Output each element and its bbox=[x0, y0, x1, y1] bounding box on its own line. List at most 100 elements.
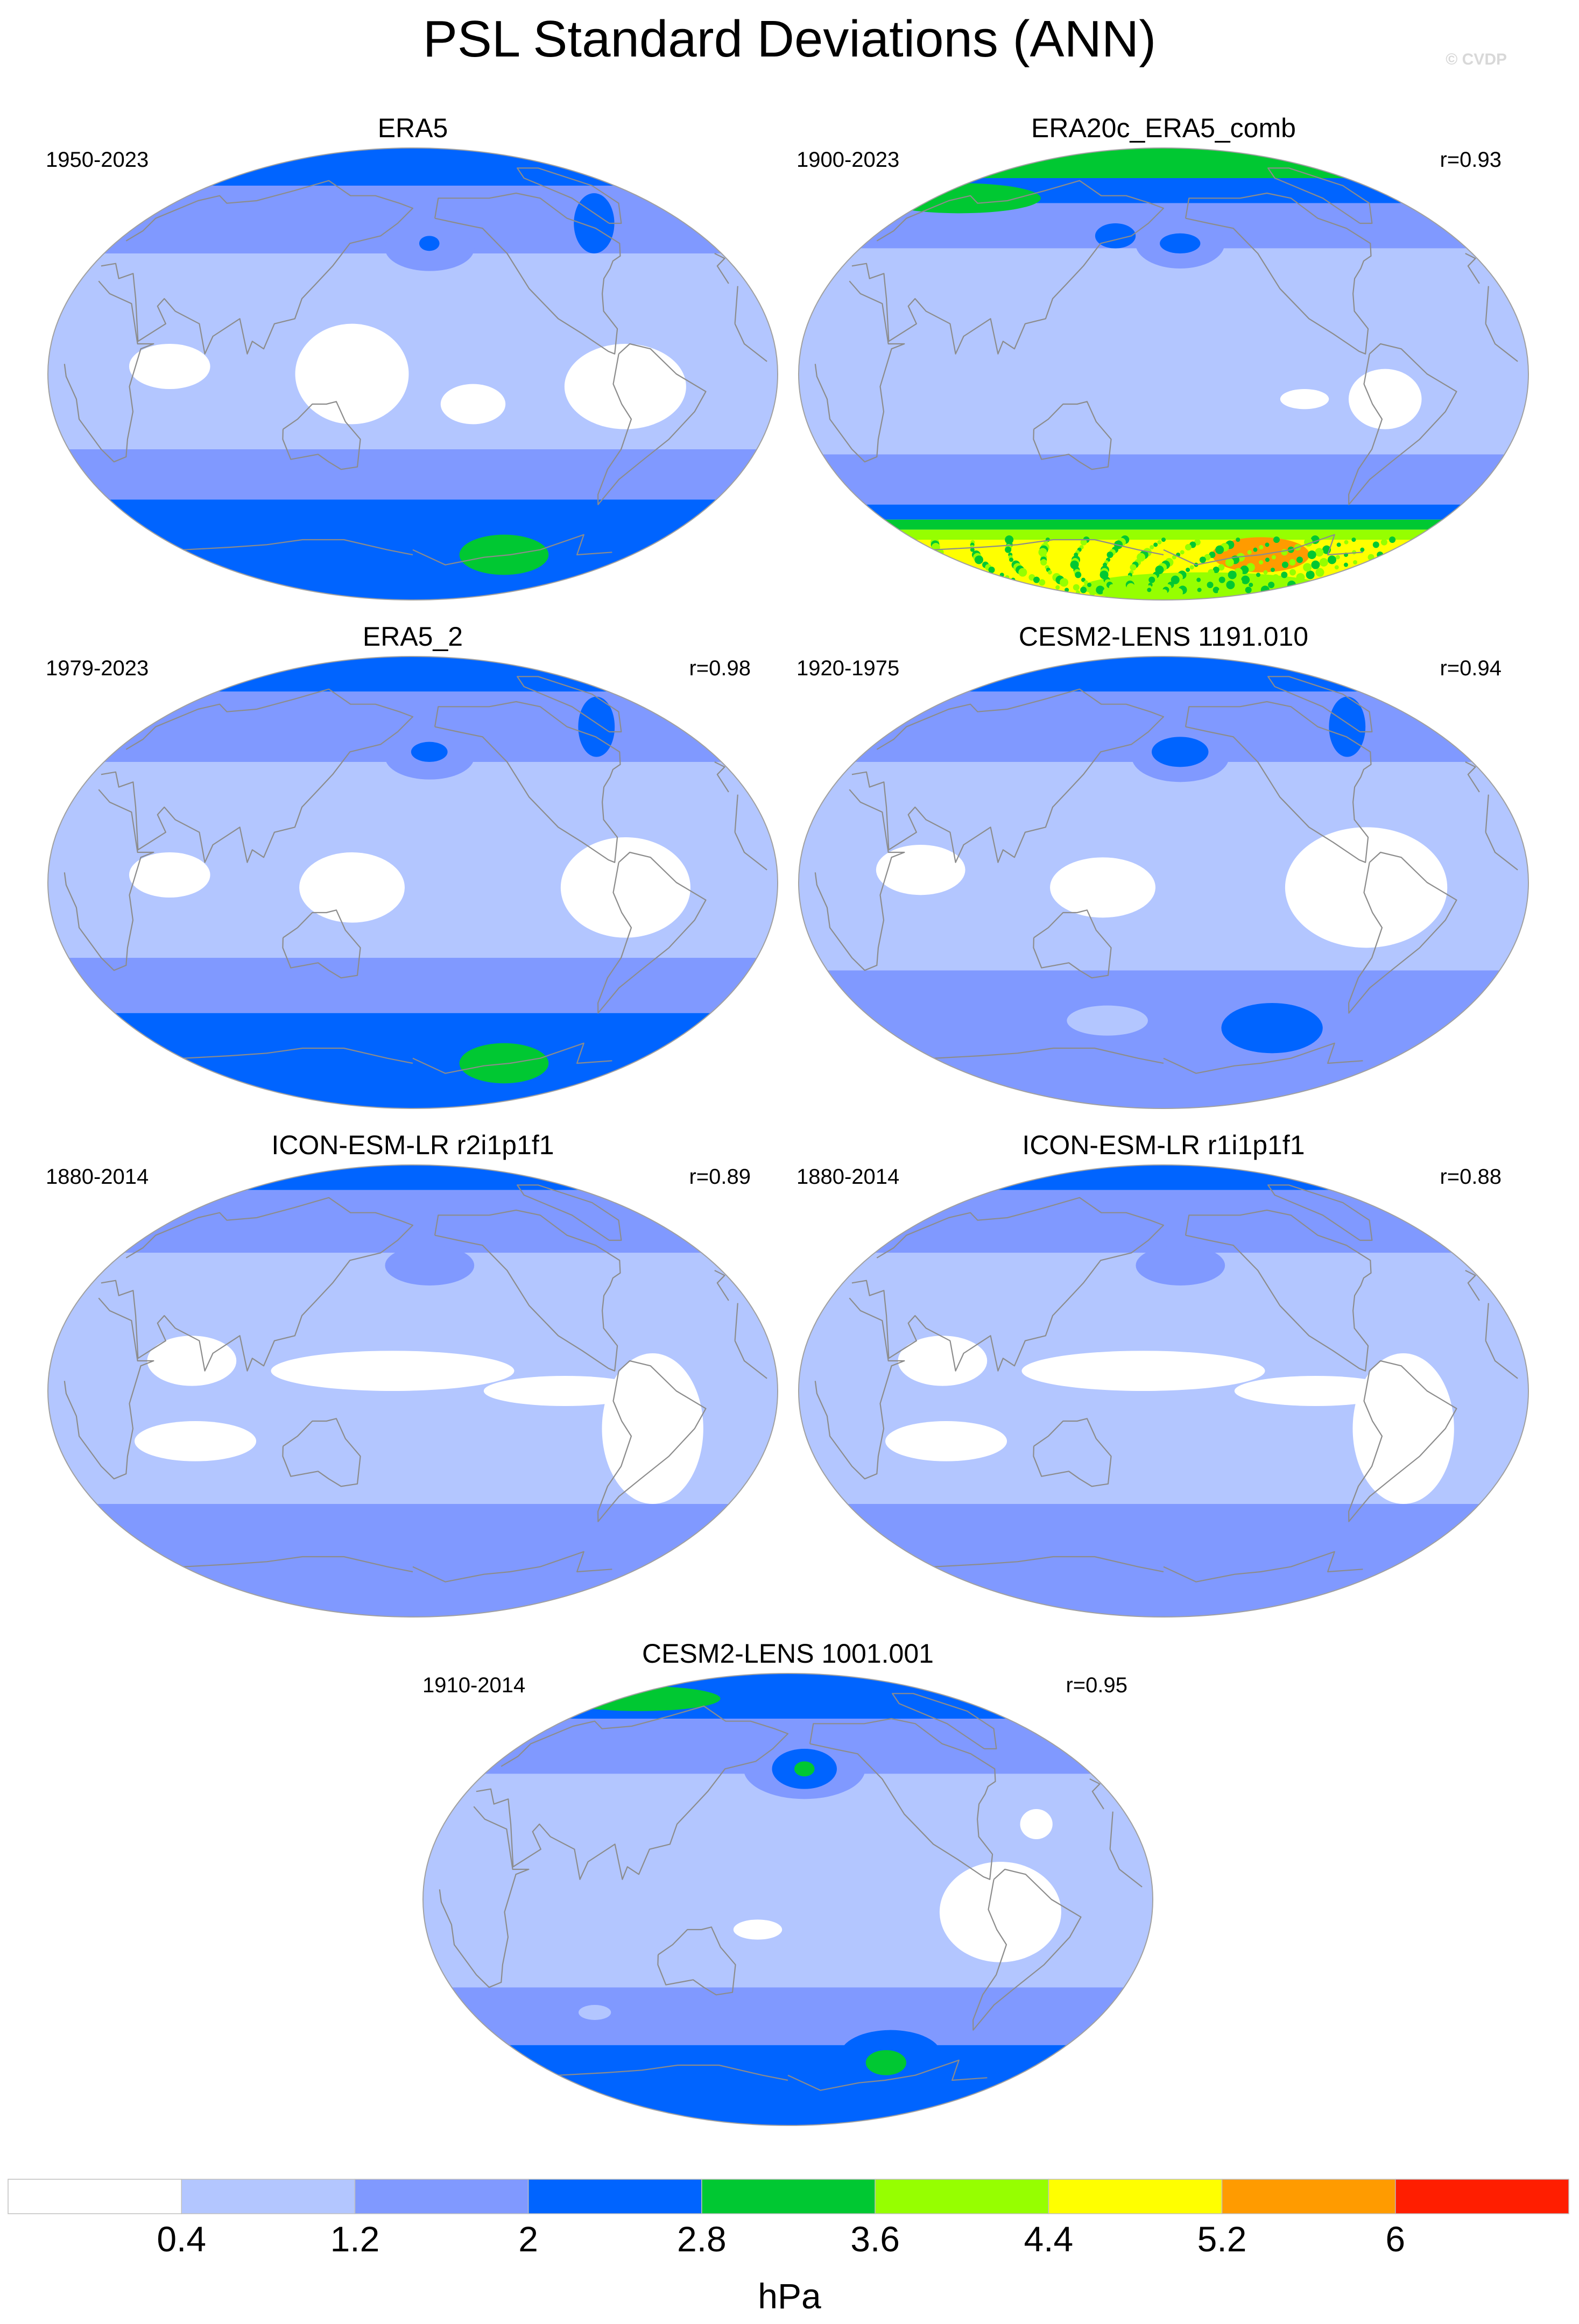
map-frame bbox=[798, 656, 1529, 1109]
noise-speck bbox=[1148, 576, 1155, 583]
noise-speck bbox=[1334, 565, 1339, 570]
coastlines bbox=[814, 1184, 1518, 1583]
noise-speck bbox=[1132, 589, 1139, 596]
coastline bbox=[1033, 909, 1112, 979]
coastline bbox=[657, 1926, 736, 1996]
noise-speck bbox=[1289, 569, 1296, 576]
noise-speck bbox=[1099, 570, 1109, 580]
contour-band bbox=[799, 1165, 1528, 1190]
colorbar-tick-label: 6 bbox=[1385, 2219, 1405, 2259]
noise-speck bbox=[1213, 587, 1220, 594]
colorbar-swatch bbox=[527, 2179, 702, 2214]
noise-speck bbox=[1190, 590, 1195, 595]
noise-speck bbox=[1126, 575, 1131, 580]
noise-speck bbox=[1315, 568, 1324, 577]
map-panel-icon_r1: ICON-ESM-LR r1i1p1f1 1880-2014 r=0.88 bbox=[796, 1130, 1529, 1617]
noise-speck bbox=[1360, 547, 1365, 552]
noise-speck bbox=[1213, 579, 1220, 586]
coastlines bbox=[439, 1693, 1143, 2091]
noise-speck bbox=[1106, 552, 1113, 558]
noise-speck bbox=[1147, 588, 1152, 592]
contour-blob bbox=[440, 384, 506, 425]
psl-std-field bbox=[48, 148, 778, 600]
noise-speck bbox=[1075, 571, 1082, 578]
contour-blob bbox=[579, 2005, 611, 2020]
noise-speck bbox=[1047, 570, 1052, 575]
noise-speck bbox=[1343, 562, 1348, 567]
contour-band bbox=[799, 1504, 1528, 1617]
coastline bbox=[892, 1693, 997, 1750]
contour-band bbox=[423, 1987, 1153, 2045]
psl-std-field bbox=[423, 1673, 1153, 2125]
contour-band bbox=[48, 499, 778, 600]
panel-years: 1880-2014 bbox=[796, 1165, 899, 1189]
noise-speck bbox=[1204, 589, 1211, 596]
noise-speck bbox=[1228, 570, 1237, 580]
contour-blob bbox=[602, 1353, 703, 1504]
coastline bbox=[439, 1806, 1143, 1988]
colorbar-swatch bbox=[1395, 2179, 1569, 2214]
contour-blob bbox=[1285, 827, 1448, 948]
noise-speck bbox=[1207, 582, 1214, 588]
noise-speck bbox=[1351, 538, 1356, 542]
coastline bbox=[597, 851, 707, 1014]
noise-speck bbox=[1247, 550, 1252, 555]
contour-band bbox=[799, 148, 1528, 178]
panel-correlation: r=0.88 bbox=[1440, 1165, 1502, 1189]
noise-speck bbox=[1270, 568, 1275, 572]
noise-speck bbox=[1005, 546, 1012, 553]
noise-speck bbox=[1233, 578, 1243, 587]
coastline bbox=[101, 688, 729, 863]
contour-blob bbox=[1348, 369, 1422, 429]
coastline bbox=[517, 167, 622, 224]
noise-speck bbox=[1281, 571, 1288, 578]
noise-speck bbox=[1161, 538, 1166, 542]
coastline bbox=[814, 1297, 1518, 1480]
panel-years: 1880-2014 bbox=[46, 1165, 149, 1189]
noise-speck bbox=[1296, 556, 1303, 563]
coastline bbox=[1185, 192, 1372, 355]
noise-speck bbox=[1307, 550, 1316, 559]
noise-speck bbox=[1260, 585, 1270, 595]
colorbar-tick-label: 2.8 bbox=[677, 2219, 727, 2259]
noise-speck bbox=[1096, 585, 1105, 595]
colorbar-swatch bbox=[875, 2179, 1049, 2214]
coastline bbox=[1185, 701, 1372, 863]
panel-title: ICON-ESM-LR r2i1p1f1 bbox=[271, 1130, 554, 1160]
noise-speck bbox=[1256, 573, 1261, 577]
noise-speck bbox=[1065, 588, 1069, 592]
noise-speck bbox=[1038, 548, 1047, 557]
map-panel-cesm2_1001: CESM2-LENS 1001.001 1910-2014 r=0.95 bbox=[422, 1638, 1153, 2126]
noise-speck bbox=[1055, 585, 1060, 590]
contour-band bbox=[48, 958, 778, 1013]
map-frame bbox=[47, 147, 778, 601]
noise-speck bbox=[1225, 558, 1234, 567]
noise-speck bbox=[1102, 588, 1111, 597]
panel-title: CESM2-LENS 1191.010 bbox=[1019, 621, 1308, 652]
contour-band bbox=[423, 2045, 1153, 2125]
panels: ERA5 1950-2023 ERA20c_ERA5_comb 1900-2023 r=… bbox=[46, 113, 1529, 2126]
coastline bbox=[851, 180, 1480, 355]
psl-std-field bbox=[48, 1165, 778, 1617]
noise-speck bbox=[1155, 566, 1164, 574]
coastline bbox=[101, 1197, 729, 1372]
noise-speck bbox=[1249, 583, 1253, 587]
contour-blob bbox=[271, 1351, 514, 1391]
noise-speck bbox=[1389, 536, 1396, 543]
coastline bbox=[517, 676, 622, 733]
colorbar-tick-label: 4.4 bbox=[1024, 2219, 1073, 2259]
noise-speck bbox=[1119, 590, 1124, 595]
psl-std-field bbox=[799, 148, 1528, 600]
panel-years: 1950-2023 bbox=[46, 148, 149, 172]
coastline bbox=[597, 1360, 707, 1522]
noise-speck bbox=[1201, 575, 1206, 580]
coastline bbox=[1348, 851, 1457, 1014]
coastline bbox=[282, 909, 361, 979]
map-panel-era5: ERA5 1950-2023 bbox=[46, 113, 778, 601]
coastline bbox=[282, 1418, 361, 1487]
noise-speck bbox=[988, 567, 995, 573]
noise-speck bbox=[1289, 559, 1296, 566]
map-panel-era5_2: ERA5_2 1979-2023 r=0.98 bbox=[46, 621, 778, 1109]
contour-blob bbox=[578, 696, 615, 757]
